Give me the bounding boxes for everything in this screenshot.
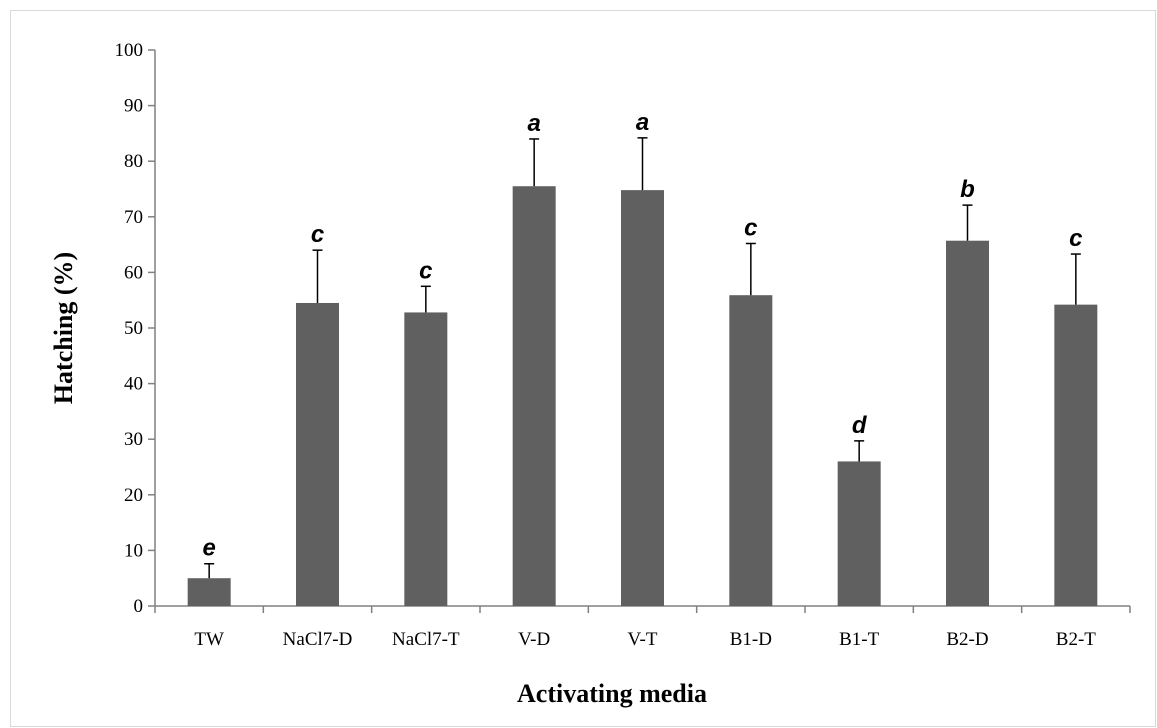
significance-letter: e	[202, 535, 215, 562]
significance-letter: c	[744, 214, 757, 241]
significance-letter: d	[852, 412, 868, 439]
y-tick-label: 20	[124, 485, 143, 506]
y-tick-label: 100	[115, 40, 144, 61]
bar-nacl7-t	[404, 312, 448, 606]
x-tick-label: B1-D	[730, 629, 772, 650]
x-tick-label: B1-T	[839, 629, 880, 650]
x-tick-label: V-T	[628, 629, 658, 650]
bar-v-d	[512, 186, 556, 606]
bar-b1-t	[837, 461, 881, 606]
y-tick-label: 10	[124, 540, 143, 561]
significance-letter: a	[636, 109, 649, 136]
y-tick-label: 50	[124, 318, 143, 339]
significance-letter: c	[311, 221, 324, 248]
bar-b1-d	[729, 295, 773, 606]
significance-letter: b	[960, 176, 975, 203]
significance-letter: c	[419, 257, 432, 284]
x-tick-label: B2-T	[1056, 629, 1097, 650]
y-tick-label: 40	[124, 374, 143, 395]
bars	[187, 186, 1098, 606]
y-tick-label: 90	[124, 96, 143, 117]
y-axis-ticks: 0 10 20 30 40 50 60 70 80 90 100	[115, 40, 155, 617]
bar-b2-d	[946, 240, 989, 606]
x-axis-title: Activating media	[517, 679, 707, 708]
y-tick-label: 0	[134, 596, 144, 617]
x-tick-label: NaCl7-D	[283, 629, 353, 650]
significance-letter: c	[1069, 225, 1082, 252]
x-tick-label: TW	[194, 629, 224, 650]
bar-nacl7-d	[296, 302, 339, 606]
bar-b2-t	[1054, 304, 1098, 606]
x-tick-label: V-D	[518, 629, 550, 650]
y-tick-label: 70	[124, 207, 143, 228]
significance-letter: a	[527, 110, 540, 137]
x-tick-label: B2-D	[946, 629, 988, 650]
x-axis-ticks: TW NaCl7-D NaCl7-T V-D V-T B1-D B1-T B2-D B2-T	[154, 606, 1131, 650]
bar-v-t	[621, 190, 664, 606]
y-axis-title: Hatching (%)	[49, 252, 78, 404]
error-bars	[204, 137, 1081, 579]
bar-tw	[187, 578, 231, 606]
y-tick-label: 80	[124, 151, 143, 172]
x-tick-label: NaCl7-T	[392, 629, 460, 650]
significance-letters: e c c a a c d b c	[202, 109, 1082, 562]
y-tick-label: 30	[124, 429, 143, 450]
y-tick-label: 60	[124, 262, 143, 283]
